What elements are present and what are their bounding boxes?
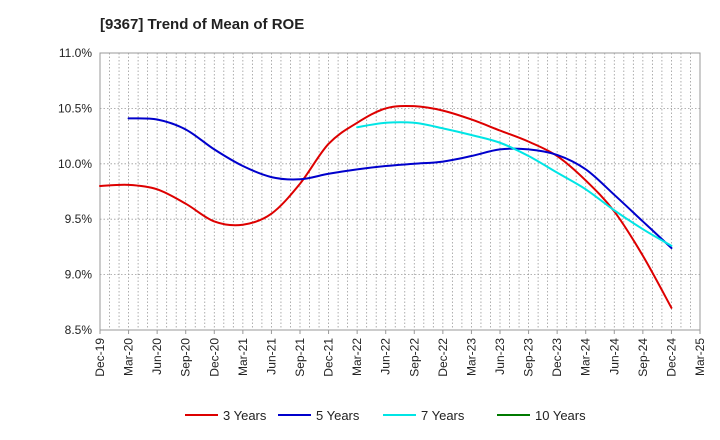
x-tick-label: Jun-23	[493, 338, 507, 375]
vertical-gridlines	[109, 53, 691, 330]
y-tick-label: 11.0%	[59, 46, 92, 60]
legend-label-5-years: 5 Years	[316, 408, 360, 423]
y-tick-label: 10.5%	[58, 101, 92, 115]
series-line-7-years	[356, 121, 673, 247]
x-tick-label: Sep-23	[522, 338, 536, 377]
x-tick-label: Dec-22	[436, 338, 450, 377]
series-lines	[99, 104, 673, 309]
x-tick-label: Mar-20	[122, 338, 136, 376]
x-axis: Dec-19 Mar-20 Jun-20 Sep-20 Dec-20 Mar-21 Jun-…	[93, 330, 707, 377]
x-tick-label: Dec-20	[207, 338, 221, 377]
legend-label-7-years: 7 Years	[421, 408, 465, 423]
x-tick-label: Mar-24	[579, 338, 593, 376]
legend-label-3-years: 3 Years	[223, 408, 267, 423]
series-line-3-years	[99, 104, 673, 309]
x-tick-label: Jun-21	[264, 338, 278, 375]
chart-title: [9367] Trend of Mean of ROE	[100, 16, 304, 33]
x-tick-label: Sep-22	[407, 338, 421, 377]
x-tick-label: Dec-21	[322, 338, 336, 377]
y-tick-label: 9.0%	[65, 268, 93, 282]
x-tick-label: Mar-25	[693, 338, 707, 376]
y-tick-label: 10.0%	[58, 157, 92, 171]
x-tick-label: Dec-24	[664, 338, 678, 377]
x-tick-label: Mar-22	[350, 338, 364, 376]
legend: 3 Years 5 Years 7 Years 10 Years	[185, 408, 586, 423]
plot-area	[99, 52, 701, 331]
x-tick-label: Sep-21	[293, 338, 307, 377]
y-axis: 8.5% 9.0% 9.5% 10.0% 10.5% 11.0%	[58, 46, 92, 337]
y-tick-label: 9.5%	[65, 212, 93, 226]
x-tick-label: Dec-19	[93, 338, 107, 377]
x-tick-label: Mar-21	[236, 338, 250, 376]
x-tick-label: Dec-23	[550, 338, 564, 377]
x-tick-label: Jun-24	[607, 338, 621, 375]
plot-border	[99, 52, 701, 331]
x-tick-label: Sep-20	[179, 338, 193, 377]
x-tick-label: Mar-23	[464, 338, 478, 376]
x-tick-label: Sep-24	[636, 338, 650, 377]
y-tick-label: 8.5%	[65, 323, 93, 337]
legend-label-10-years: 10 Years	[535, 408, 586, 423]
x-tick-label: Jun-22	[379, 338, 393, 375]
series-line-5-years	[127, 117, 673, 250]
x-tick-label: Jun-20	[150, 338, 164, 375]
